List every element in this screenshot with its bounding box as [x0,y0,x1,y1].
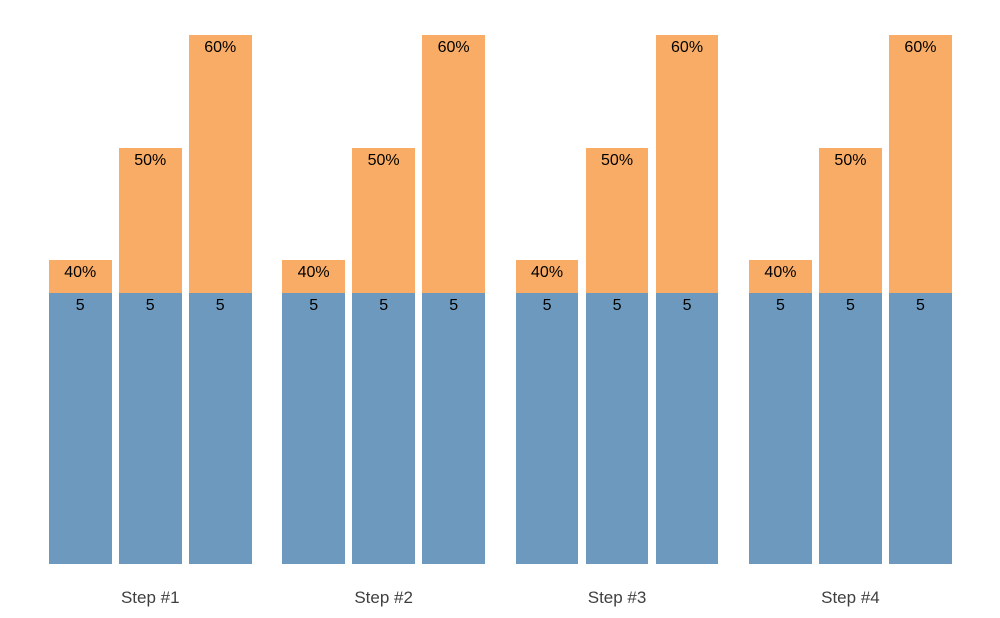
bar-segment-base: 5 [49,293,112,564]
bar-segment-base: 5 [352,293,415,564]
bar-segment-top: 60% [655,35,719,293]
bar-segment-top: 50% [352,148,415,293]
bar-percent-label: 40% [531,264,564,281]
bar-segment-top: 40% [282,260,345,293]
bar-segment-base: 5 [889,293,952,564]
bar-base-value-label: 5 [682,297,692,314]
bar-percent-label: 40% [764,264,797,281]
bar-segment-base: 5 [282,293,345,564]
bar-segment-top: 50% [819,148,882,293]
bar-base-value-label: 5 [612,297,622,314]
bar-base-value-label: 5 [775,297,785,314]
bar-percent-label: 50% [134,152,167,169]
category-label: Step #1 [120,588,180,607]
bar-percent-label: 40% [297,264,330,281]
bar-percent-label: 50% [367,152,400,169]
category-label: Step #3 [587,588,647,607]
bar-segment-base: 5 [422,293,485,564]
bar-segment-top: 40% [49,260,112,293]
bar-percent-label: 60% [671,39,704,56]
bar-segment-top: 50% [585,148,649,293]
bar-base-value-label: 5 [915,297,925,314]
bar-segment-base: 5 [655,293,719,564]
bar-segment-base: 5 [189,293,252,564]
bar-segment-base: 5 [749,293,812,564]
bar-percent-label: 60% [204,39,237,56]
bar-base-value-label: 5 [542,297,552,314]
category-label: Step #2 [354,588,413,607]
bar-percent-label: 50% [834,152,867,169]
bar-segment-top: 40% [515,260,579,293]
bar-base-value-label: 5 [449,297,459,314]
bar-base-value-label: 5 [215,297,225,314]
bar-segment-base: 5 [585,293,649,564]
bar-segment-base: 5 [819,293,882,564]
bar-base-value-label: 5 [75,297,85,314]
bar-percent-label: 50% [601,152,634,169]
bar-segment-top: 60% [189,35,252,293]
bar-segment-top: 40% [749,260,812,293]
bar-base-value-label: 5 [845,297,855,314]
bar-percent-label: 40% [64,264,97,281]
bar-segment-top: 60% [889,35,952,293]
bar-segment-top: 60% [422,35,485,293]
bar-percent-label: 60% [904,39,937,56]
bar-base-value-label: 5 [309,297,319,314]
bar-segment-base: 5 [515,293,579,564]
bar-base-value-label: 5 [145,297,155,314]
bar-segment-top: 50% [119,148,182,293]
bar-segment-base: 5 [119,293,182,564]
bar-base-value-label: 5 [379,297,389,314]
category-label: Step #4 [821,588,880,607]
bar-percent-label: 60% [437,39,470,56]
